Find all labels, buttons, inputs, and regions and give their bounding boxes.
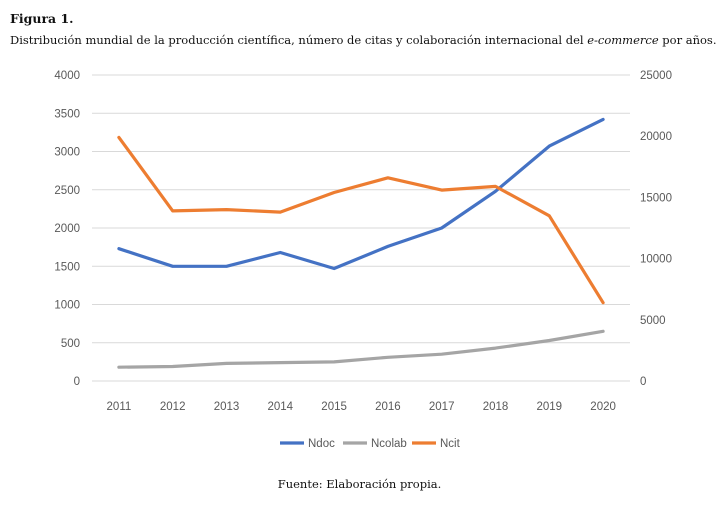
y-left-tick-label: 3000 <box>54 147 80 159</box>
figure-title-end: por años. <box>658 33 717 47</box>
y-left-tick-label: 1500 <box>54 261 80 273</box>
x-tick-label: 2011 <box>107 401 132 413</box>
x-tick-label: 2013 <box>214 401 240 413</box>
y-right-tick-label: 10000 <box>640 254 672 266</box>
y-left-tick-label: 3500 <box>54 108 80 120</box>
x-tick-label: 2019 <box>537 401 563 413</box>
series-line-ncolab <box>117 329 605 369</box>
y-left-tick-label: 2500 <box>54 185 80 197</box>
x-tick-label: 2017 <box>429 401 455 413</box>
x-tick-label: 2016 <box>375 401 401 413</box>
x-tick-label: 2012 <box>160 401 186 413</box>
figure-title-emphasis: e-commerce <box>587 33 659 47</box>
figure-source: Fuente: Elaboración propia. <box>277 477 442 491</box>
legend-label-ndoc: Ndoc <box>308 438 335 450</box>
y-right-tick-label: 20000 <box>640 131 672 143</box>
y-left-tick-label: 1000 <box>54 300 80 312</box>
series-line-ndoc <box>117 117 605 271</box>
y-left-tick-label: 500 <box>61 338 80 350</box>
y-right-tick-label: 5000 <box>640 315 666 327</box>
legend-label-ncit: Ncit <box>440 438 461 450</box>
x-tick-label: 2018 <box>483 401 509 413</box>
y-left-tick-label: 4000 <box>54 70 80 82</box>
y-left-tick-label: 2000 <box>54 223 80 235</box>
x-tick-label: 2014 <box>268 401 294 413</box>
figure-title-start: Distribución mundial de la producción ci… <box>10 33 588 47</box>
x-tick-label: 2020 <box>590 401 616 413</box>
y-right-tick-label: 25000 <box>640 70 672 82</box>
series-line-ncit <box>117 135 605 305</box>
figure-label: Figura 1. <box>10 11 74 26</box>
y-left-tick-label: 0 <box>74 376 80 388</box>
y-right-tick-label: 0 <box>640 376 646 388</box>
legend-label-ncolab: Ncolab <box>371 438 407 450</box>
figure-title: Distribución mundial de la producción ci… <box>10 33 716 47</box>
y-right-tick-label: 15000 <box>640 192 672 204</box>
x-tick-label: 2015 <box>321 401 347 413</box>
